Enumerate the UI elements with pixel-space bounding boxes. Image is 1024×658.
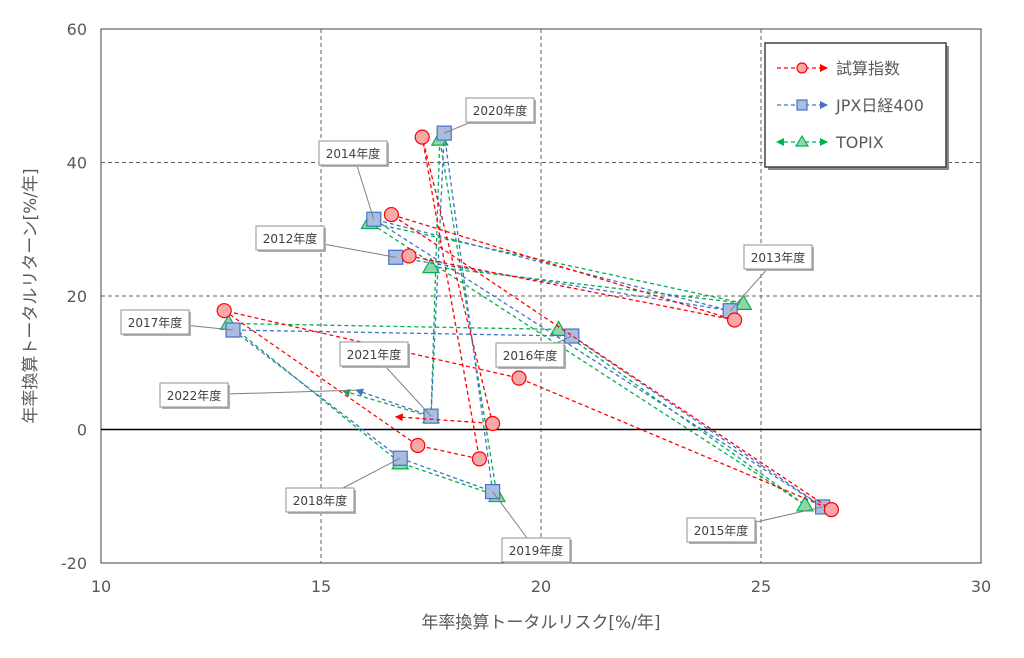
y-tick-label: 0 (77, 421, 87, 440)
callout-box (743, 244, 813, 270)
callout: 2015年度 (686, 506, 823, 544)
callout-label: 2020年度 (473, 103, 528, 118)
callout-box (339, 341, 409, 367)
callout-box (318, 140, 388, 166)
tick-labels: 10 15 20 25 30 -20 0 20 40 60 (61, 20, 991, 596)
callout-box (255, 225, 325, 251)
callout-box (501, 537, 571, 563)
callout: 2013年度 (729, 244, 814, 312)
x-axis-title: 年率換算トータルリスク[%/年] (421, 613, 660, 633)
y-tick-label: -20 (61, 554, 87, 573)
legend-label: JPX日経400 (835, 96, 924, 115)
data-point-triangle (421, 257, 441, 274)
legend-label: TOPIX (835, 133, 884, 152)
series-0 (216, 129, 840, 518)
legend-marker (796, 62, 808, 74)
callout: 2014年度 (318, 140, 389, 220)
legend-label: 試算指数 (836, 59, 900, 78)
callout-label: 2014年度 (326, 146, 381, 161)
data-point-circle (485, 415, 501, 432)
callout: 2017年度 (120, 309, 234, 336)
data-point-circle (511, 370, 527, 386)
data-point-circle (410, 437, 426, 454)
callout-box (495, 342, 565, 368)
callout-label: 2022年度 (167, 388, 222, 403)
data-point-circle (823, 502, 840, 518)
callout-box (465, 97, 535, 123)
callout-label: 2018年度 (293, 493, 348, 508)
callout: 2016年度 (495, 335, 573, 369)
legend-item-0: 試算指数 (777, 59, 900, 78)
legend-item-1: JPX日経400 (777, 96, 924, 115)
callout: 2020年度 (444, 97, 536, 134)
callout-box (120, 309, 190, 335)
data-point-circle (216, 303, 232, 319)
callout-label: 2016年度 (503, 348, 558, 363)
series-line (223, 136, 832, 511)
callout-box (159, 382, 229, 408)
series-line (231, 133, 823, 508)
y-tick-label: 20 (67, 287, 87, 306)
callout: 2018年度 (285, 457, 401, 514)
callout-box (686, 517, 756, 543)
x-tick-label: 10 (91, 577, 111, 596)
x-tick-label: 25 (751, 577, 771, 596)
callout-label: 2015年度 (694, 523, 749, 538)
callout: 2012年度 (255, 225, 396, 258)
callout-label: 2013年度 (751, 250, 806, 265)
x-tick-label: 30 (971, 577, 991, 596)
callout: 2021年度 (339, 341, 432, 417)
y-tick-label: 60 (67, 20, 87, 39)
legend: 試算指数 JPX日経400 TOPIX (764, 42, 949, 170)
callout-label: 2021年度 (347, 347, 402, 362)
y-tick-label: 40 (67, 154, 87, 173)
x-tick-label: 15 (311, 577, 331, 596)
data-point-circle (401, 248, 417, 264)
callout-label: 2019年度 (509, 543, 564, 558)
data-point-triangle (734, 294, 753, 310)
data-point-circle (726, 312, 743, 328)
data-point-circle (383, 206, 399, 223)
legend-marker (796, 99, 808, 111)
callout: 2019年度 (492, 491, 572, 564)
legend-marker (794, 134, 810, 147)
legend-item-2: TOPIX (776, 133, 884, 152)
y-axis-title: 年率換算トータルリターン[%/年] (21, 168, 41, 423)
data-point-circle (414, 129, 430, 145)
callout-label: 2017年度 (128, 315, 183, 330)
x-tick-label: 20 (531, 577, 551, 596)
data-point-circle (471, 451, 487, 467)
annotation-layer: 2012年度 2013年度 2014年度 2015年度 2016年度 2017年度 2018… (120, 97, 823, 564)
callout-label: 2012年度 (263, 231, 318, 246)
callout: 2022年度 (159, 382, 357, 409)
callout-box (285, 487, 355, 513)
